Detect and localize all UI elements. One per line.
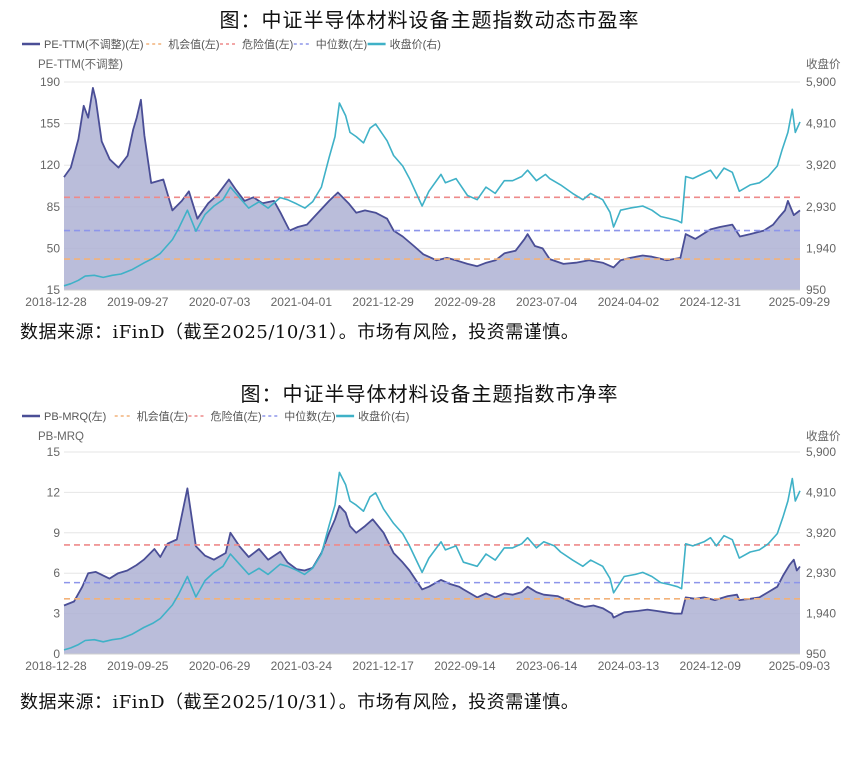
- legend-item: 收盘价(右): [367, 37, 441, 51]
- close-price-line: [63, 471, 801, 651]
- y-tick-left: 15: [47, 283, 61, 297]
- y-tick-left: 85: [47, 200, 61, 214]
- y-tick-right: 950: [806, 647, 826, 661]
- y-tick-left: 120: [40, 158, 60, 172]
- valuation-area: [64, 488, 800, 654]
- y-tick-left: 0: [53, 647, 60, 661]
- y-tick-left: 3: [53, 607, 60, 621]
- chart-2-source-note: 数据来源：iFinD（截至2025/10/31）。市场有风险，投资需谨慎。: [20, 692, 580, 713]
- y-tick-right: 4,910: [806, 117, 836, 131]
- x-tick-label: 2019-09-25: [107, 659, 169, 673]
- legend-item: 中位数(左): [293, 37, 367, 51]
- y-tick-left: 50: [47, 241, 61, 255]
- x-tick-label: 2023-06-14: [516, 659, 578, 673]
- legend-label: 危险值(左): [211, 409, 262, 423]
- y-tick-left: 190: [40, 75, 60, 89]
- y-axis-left-title: PB-MRQ: [38, 431, 84, 443]
- x-tick-label: 2021-04-01: [271, 295, 333, 309]
- pe-ttm-chart-svg: PE-TTM(不调整)(左) 机会值(左) 危险值(左) 中位数(左) 收盘价(右)PE…: [22, 37, 841, 309]
- legend-label: PE-TTM(不调整)(左): [44, 37, 144, 51]
- y-tick-left: 9: [53, 526, 60, 540]
- legend-label: PB-MRQ(左): [44, 410, 106, 423]
- x-tick-label: 2018-12-28: [25, 659, 87, 673]
- y-tick-right: 2,930: [806, 566, 836, 580]
- x-tick-label: 2020-06-29: [189, 659, 251, 673]
- x-tick-label: 2023-07-04: [516, 295, 578, 309]
- x-tick-label: 2021-12-29: [352, 295, 414, 309]
- y-tick-right: 5,900: [806, 445, 836, 459]
- legend-item: 机会值(左): [114, 409, 188, 423]
- legend-item: 中位数(左): [262, 409, 336, 423]
- x-tick-label: 2021-12-17: [352, 659, 414, 673]
- x-tick-label: 2018-12-28: [25, 295, 87, 309]
- x-tick-label: 2024-12-31: [680, 295, 742, 309]
- legend-label: 危险值(左): [242, 37, 293, 51]
- y-tick-left: 12: [47, 485, 61, 499]
- legend-label: 中位数(左): [284, 409, 335, 423]
- pb-mrq-chart: PB-MRQ(左) 机会值(左) 危险值(左) 中位数(左) 收盘价(右) PB-MRQ 收…: [0, 406, 859, 678]
- chart-1-source-note: 数据来源：iFinD（截至2025/10/31）。市场有风险，投资需谨慎。: [20, 322, 580, 343]
- pb-mrq-chart-svg: PB-MRQ(左) 机会值(左) 危险值(左) 中位数(左) 收盘价(右) PB-MRQ 收…: [22, 409, 841, 673]
- legend-item: PB-MRQ(左): [22, 410, 106, 423]
- y-tick-right: 950: [806, 283, 826, 297]
- legend-item: PE-TTM(不调整)(左): [22, 37, 144, 51]
- legend-label: 收盘价(右): [390, 37, 441, 51]
- pe-ttm-chart: PE-TTM(不调整)(左) 机会值(左) 危险值(左) 中位数(左) 收盘价(右) PE…: [0, 32, 859, 314]
- legend-item: 收盘价(右): [336, 409, 409, 423]
- x-tick-label: 2022-09-14: [434, 659, 496, 673]
- legend-label: 机会值(左): [137, 409, 188, 423]
- legend-label: 机会值(左): [168, 37, 219, 51]
- chart-2-title: 图：中证半导体材料设备主题指数市净率: [240, 382, 619, 406]
- legend-label: 中位数(左): [316, 37, 367, 51]
- y-axis-left-title: PE-TTM(不调整): [38, 57, 123, 71]
- valuation-area: [64, 87, 800, 291]
- y-tick-right: 1,940: [806, 607, 836, 621]
- valuation-line: [63, 87, 801, 269]
- x-tick-label: 2019-09-27: [107, 295, 169, 309]
- y-tick-right: 5,900: [806, 75, 836, 89]
- legend: PB-MRQ(左) 机会值(左) 危险值(左) 中位数(左) 收盘价(右): [22, 409, 409, 423]
- legend-item: 机会值(左): [146, 37, 220, 51]
- y-tick-right: 2,930: [806, 200, 836, 214]
- x-tick-label: 2022-09-28: [434, 295, 496, 309]
- x-tick-label: 2024-12-09: [680, 659, 742, 673]
- x-tick-label: 2024-03-13: [598, 659, 660, 673]
- x-tick-label: 2021-03-24: [271, 659, 333, 673]
- y-axis-right-title: 收盘价: [806, 57, 841, 71]
- y-tick-right: 4,910: [806, 485, 836, 499]
- chart-1-title: 图：中证半导体材料设备主题指数动态市盈率: [219, 8, 640, 32]
- legend-item: 危险值(左): [188, 409, 262, 423]
- x-tick-label: 2024-04-02: [598, 295, 660, 309]
- y-axis-right-title: 收盘价: [806, 429, 841, 443]
- y-tick-right: 3,920: [806, 526, 836, 540]
- y-tick-right: 3,920: [806, 158, 836, 172]
- x-tick-label: 2025-09-03: [769, 659, 831, 673]
- x-tick-label: 2025-09-29: [769, 295, 831, 309]
- y-tick-left: 6: [53, 566, 60, 580]
- y-tick-right: 1,940: [806, 241, 836, 255]
- legend-label: 收盘价(右): [358, 409, 409, 423]
- y-tick-left: 155: [40, 117, 60, 131]
- legend: PE-TTM(不调整)(左) 机会值(左) 危险值(左) 中位数(左) 收盘价(右): [22, 37, 441, 51]
- close-price-line: [63, 102, 801, 287]
- y-tick-left: 15: [47, 445, 61, 459]
- x-tick-label: 2020-07-03: [189, 295, 251, 309]
- legend-item: 危险值(左): [220, 37, 293, 51]
